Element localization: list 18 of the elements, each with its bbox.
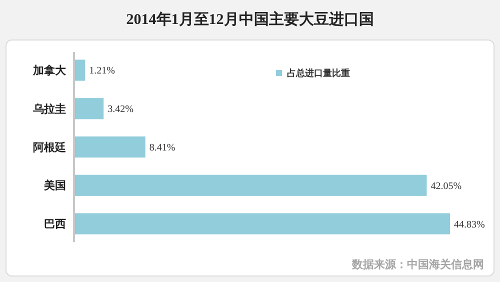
y-tick-label: 加拿大 (32, 64, 67, 78)
y-tick-label: 巴西 (44, 218, 66, 231)
bar (75, 60, 86, 81)
data-label: 3.42% (108, 104, 134, 116)
data-label: 8.41% (149, 142, 176, 154)
source-note: 数据来源：中国海关信息网 (351, 258, 484, 271)
y-tick-label: 美国 (43, 179, 66, 192)
y-tick-label: 阿根廷 (33, 140, 66, 154)
data-label: 1.21% (89, 66, 115, 77)
chart-title: 2014年1月至12月中国主要大豆进口国 (126, 10, 374, 28)
bar (75, 136, 146, 158)
bar (75, 213, 450, 234)
data-label: 44.83% (454, 219, 485, 230)
bar (75, 98, 104, 120)
data-label: 42.05% (430, 180, 462, 192)
y-tick-label: 乌拉圭 (32, 102, 66, 116)
legend-label: 占总进口量比重 (287, 68, 350, 78)
bar (75, 174, 427, 196)
